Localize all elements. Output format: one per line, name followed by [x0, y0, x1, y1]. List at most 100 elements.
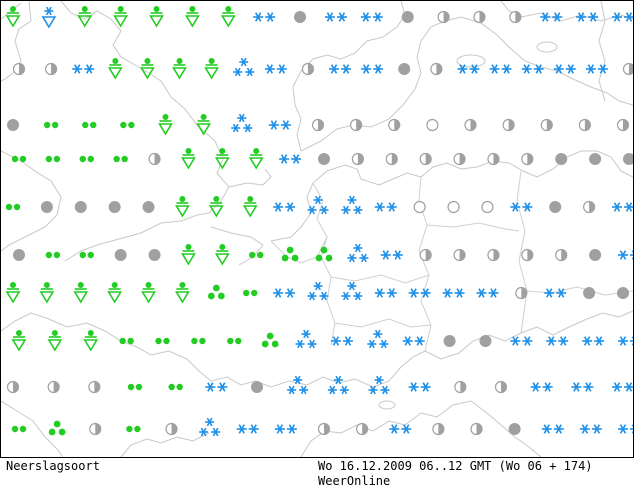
- symbol-half-cloud: [583, 200, 596, 214]
- symbol-snow: [553, 64, 576, 74]
- symbol-rain-shower: [113, 6, 129, 28]
- symbol-half-cloud: [473, 10, 486, 24]
- symbol-overcast: [74, 201, 87, 213]
- symbol-half-cloud: [350, 118, 363, 132]
- symbol-overcast: [555, 153, 568, 165]
- symbol-rain-shower: [181, 148, 196, 170]
- symbol-rain-shower: [175, 282, 190, 304]
- symbol-rain-shower: [214, 244, 230, 266]
- symbol-snow: [612, 12, 633, 22]
- symbol-rain: [191, 337, 206, 345]
- symbol-snow-heavy: [367, 329, 389, 349]
- symbol-half-cloud: [494, 380, 508, 394]
- symbol-snow-heavy: [341, 195, 363, 215]
- symbol-half-cloud: [521, 248, 534, 262]
- symbol-overcast: [623, 153, 633, 165]
- symbol-rain-heavy: [207, 284, 225, 300]
- symbol-snow: [264, 64, 287, 74]
- symbol-snow-heavy: [341, 281, 363, 301]
- symbol-overcast: [508, 423, 521, 435]
- symbol-half-cloud: [578, 118, 591, 132]
- symbol-half-cloud: [419, 152, 432, 166]
- symbol-rain: [227, 337, 242, 345]
- symbol-half-cloud: [356, 422, 369, 436]
- symbol-snow: [380, 250, 403, 260]
- symbol-overcast: [398, 63, 411, 75]
- symbol-snow: [268, 120, 291, 130]
- symbol-snow: [576, 12, 599, 22]
- symbol-half-cloud: [311, 118, 325, 132]
- symbol-half-cloud: [12, 62, 26, 76]
- lakes: [378, 41, 558, 410]
- symbol-snow: [544, 288, 567, 298]
- symbol-clear: [447, 200, 460, 214]
- symbol-rain: [43, 121, 59, 129]
- symbol-rain-shower: [141, 282, 156, 304]
- symbol-rain: [243, 289, 258, 297]
- symbol-half-cloud: [453, 152, 466, 166]
- symbol-overcast: [549, 201, 562, 213]
- symbol-rain: [120, 121, 135, 129]
- symbol-rain: [249, 251, 264, 259]
- symbol-rain-shower: [196, 114, 212, 136]
- symbol-half-cloud: [555, 248, 568, 262]
- symbol-rain: [168, 383, 183, 391]
- symbol-snow: [408, 382, 431, 392]
- brand-label: WeerOnline: [318, 474, 391, 488]
- symbol-half-cloud: [470, 422, 483, 436]
- symbol-snow: [612, 382, 633, 392]
- symbol-overcast: [443, 335, 456, 347]
- symbol-overcast: [617, 287, 629, 299]
- symbol-snow: [236, 424, 259, 434]
- symbol-half-cloud: [45, 62, 58, 76]
- symbol-rain-heavy: [315, 246, 333, 262]
- symbol-rain-heavy: [48, 420, 66, 436]
- symbol-rain-heavy: [261, 332, 279, 348]
- symbol-half-cloud: [317, 422, 331, 436]
- symbol-rain-shower: [184, 6, 200, 28]
- symbol-overcast: [142, 201, 155, 213]
- symbol-snow: [374, 202, 397, 212]
- symbol-rain: [79, 251, 94, 259]
- symbol-overcast: [7, 119, 19, 131]
- symbol-rain: [11, 425, 27, 433]
- symbol-snow: [530, 382, 553, 392]
- symbol-rain-shower: [107, 58, 123, 80]
- symbol-half-cloud: [88, 380, 101, 394]
- symbol-rain-shower: [107, 282, 123, 304]
- symbol-snow: [374, 288, 397, 298]
- symbol-rain-shower: [175, 196, 190, 218]
- symbol-snow: [273, 288, 296, 298]
- symbol-half-cloud: [47, 380, 60, 394]
- symbol-rain-shower: [73, 282, 89, 304]
- symbol-snow: [510, 202, 533, 212]
- symbol-clear: [481, 200, 494, 214]
- symbol-rain-shower: [149, 6, 164, 28]
- symbol-rain: [119, 337, 134, 345]
- symbol-snow: [402, 336, 425, 346]
- map-title: Neerslagsoort: [6, 459, 100, 473]
- symbol-half-cloud: [165, 422, 178, 436]
- symbol-half-cloud: [385, 152, 398, 166]
- symbol-half-cloud: [622, 62, 633, 76]
- symbol-rain-shower: [181, 244, 196, 266]
- symbol-snow: [618, 250, 633, 260]
- symbol-snow: [571, 382, 594, 392]
- symbol-snow-heavy: [295, 329, 317, 349]
- symbol-snow: [253, 12, 276, 22]
- symbol-overcast: [583, 287, 596, 299]
- symbol-rain: [79, 155, 94, 163]
- symbol-snow-heavy: [307, 281, 329, 301]
- symbol-snow: [618, 424, 633, 434]
- symbol-overcast: [40, 201, 53, 213]
- symbol-snow: [541, 424, 564, 434]
- symbol-rain-shower: [208, 196, 224, 218]
- symbol-half-cloud: [502, 118, 515, 132]
- symbol-half-cloud: [509, 10, 522, 24]
- symbol-half-cloud: [148, 152, 161, 166]
- symbol-clear: [426, 118, 439, 132]
- symbol-half-cloud: [419, 248, 432, 262]
- symbol-overcast: [401, 11, 414, 23]
- symbol-half-cloud: [487, 248, 500, 262]
- symbol-half-cloud: [540, 118, 553, 132]
